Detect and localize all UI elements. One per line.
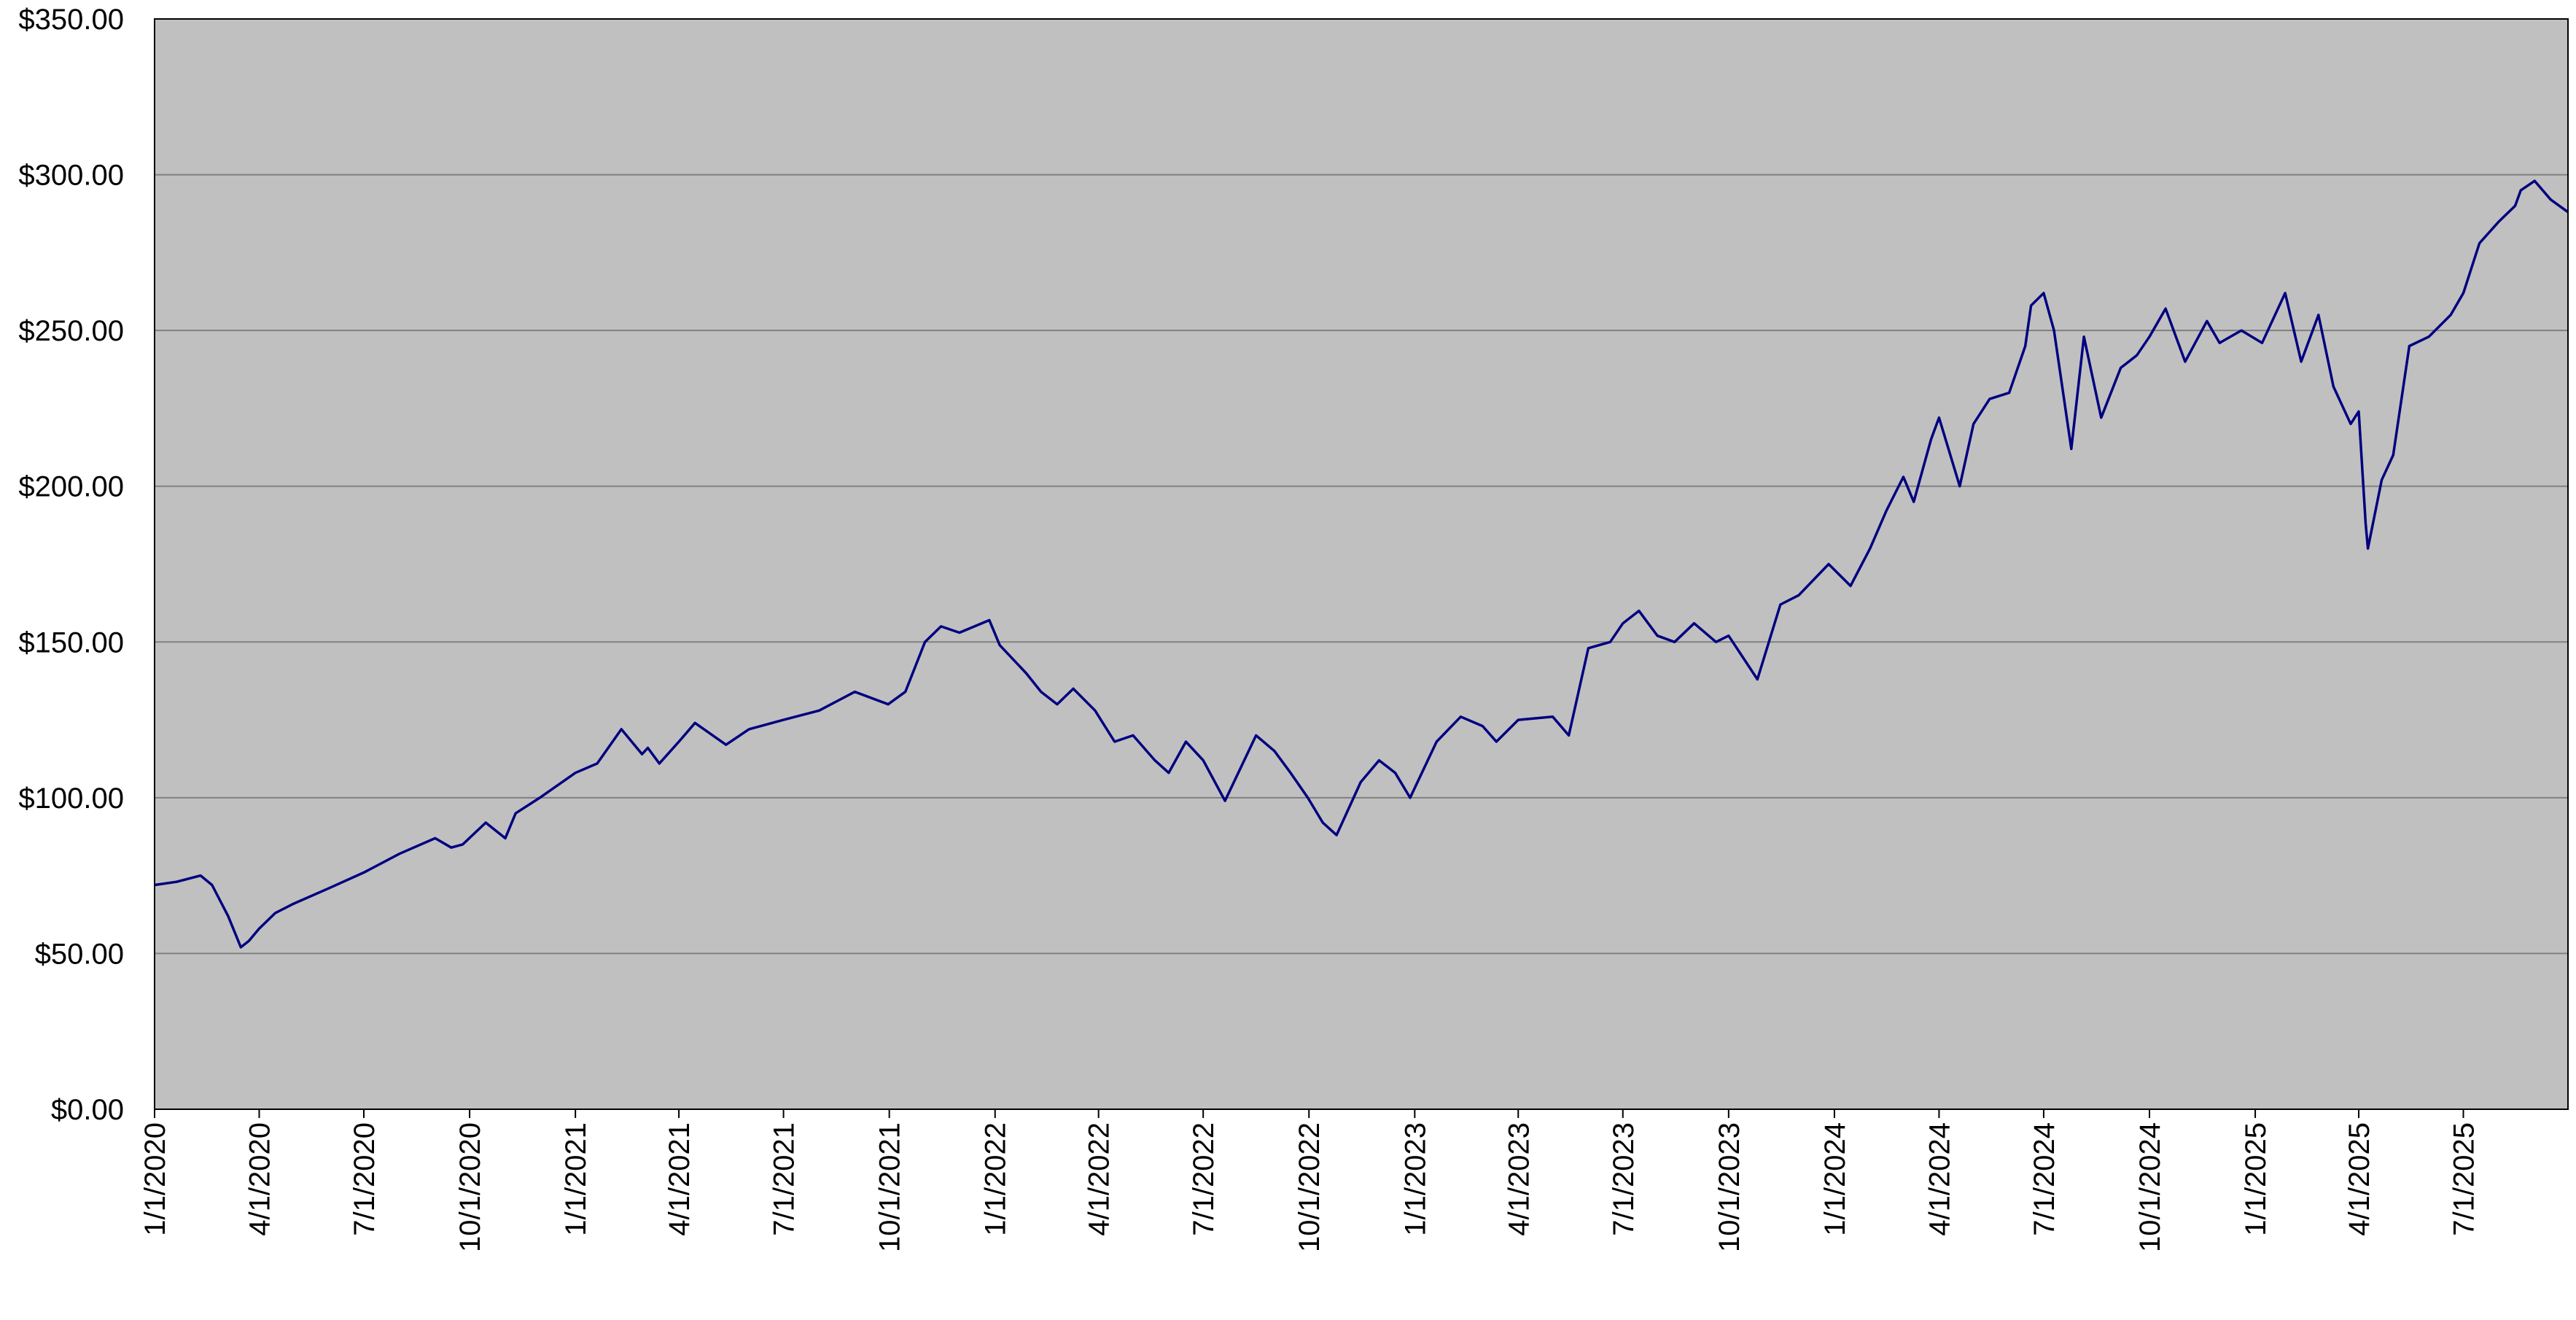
x-tick-label: 7/1/2020 — [349, 1122, 381, 1236]
x-tick-label: 7/1/2025 — [2448, 1122, 2480, 1236]
y-tick-label: $100.00 — [18, 783, 124, 815]
x-tick-label: 10/1/2024 — [2134, 1122, 2166, 1252]
x-tick-label: 1/1/2023 — [1399, 1122, 1431, 1236]
x-tick-label: 1/1/2020 — [139, 1122, 171, 1236]
y-tick-label: $200.00 — [18, 471, 124, 503]
gridlines — [155, 174, 2568, 955]
x-tick-label: 4/1/2022 — [1083, 1122, 1116, 1236]
x-tick-label: 10/1/2021 — [874, 1122, 906, 1252]
x-tick-label: 10/1/2020 — [454, 1122, 486, 1252]
x-tick-label: 7/1/2022 — [1188, 1122, 1220, 1236]
x-tick-label: 4/1/2023 — [1503, 1122, 1535, 1236]
x-tick-label: 1/1/2022 — [980, 1122, 1012, 1236]
x-tick-label: 4/1/2024 — [1923, 1122, 1956, 1236]
x-tick-label: 1/1/2024 — [1819, 1122, 1851, 1236]
x-tick-label: 7/1/2021 — [768, 1122, 801, 1236]
y-tick-label: $0.00 — [51, 1094, 124, 1126]
price-series-line — [154, 179, 2569, 949]
x-tick-label: 1/1/2021 — [560, 1122, 592, 1236]
x-tick-label: 7/1/2024 — [2028, 1122, 2061, 1236]
x-tick-label: 1/1/2025 — [2240, 1122, 2272, 1236]
x-tick-label: 10/1/2023 — [1713, 1122, 1746, 1252]
x-tick-label: 4/1/2020 — [244, 1122, 276, 1236]
y-tick-label: $150.00 — [18, 626, 124, 659]
y-tick-label: $300.00 — [18, 160, 124, 192]
x-axis-tick-labels: 1/1/2020 4/1/2020 7/1/2020 10/1/2020 1/1/202… — [139, 1122, 2480, 1252]
x-tick-label: 7/1/2023 — [1608, 1122, 1640, 1236]
y-tick-label: $50.00 — [35, 938, 124, 970]
plot-border — [154, 18, 2569, 1110]
x-axis-tick-marks — [154, 1109, 2464, 1118]
plot-area — [155, 19, 2568, 1109]
y-axis-tick-labels: $0.00 $50.00 $100.00 $150.00 $200.00 $250.00 $… — [18, 4, 124, 1126]
y-tick-label: $250.00 — [18, 315, 124, 347]
x-tick-label: 4/1/2021 — [664, 1122, 696, 1236]
y-tick-label: $350.00 — [18, 4, 124, 36]
x-tick-label: 4/1/2025 — [2343, 1122, 2375, 1236]
x-tick-label: 10/1/2022 — [1293, 1122, 1326, 1252]
